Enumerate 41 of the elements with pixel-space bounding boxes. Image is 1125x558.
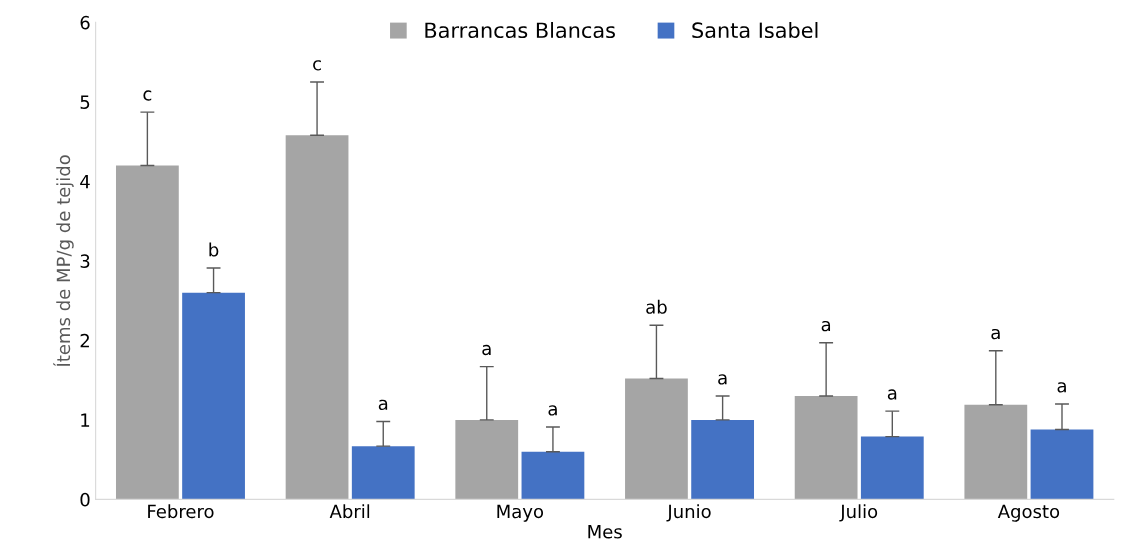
y-tick-label: 5 [80,95,90,109]
annotation: a [821,320,831,332]
legend-label: Barrancas Blancas [425,21,615,39]
x-tick-label: Junio [666,504,711,522]
annotation: a [548,405,557,416]
annotation: a [482,344,491,356]
y-tick-label: 2 [80,333,89,348]
y-tick-label: 6 [80,15,90,30]
bar [285,135,349,500]
bar [794,396,858,500]
x-tick-label: Mayo [497,504,544,522]
annotation: b [209,242,219,257]
bar [1030,429,1094,500]
x-axis-title: Mes [588,525,622,539]
annotation: a [718,374,727,385]
y-axis-title: Ítems de MP/g de tejido [53,155,74,367]
bar [625,378,688,500]
annotation: a [887,389,897,400]
bar [521,451,585,500]
y-tick-label: 4 [80,175,90,189]
bar [964,404,1028,500]
bar [455,419,519,500]
annotation: a [1057,382,1066,393]
annotation: ab [646,299,667,314]
annotation: c [313,60,321,71]
bar [860,436,924,500]
bar [691,419,755,500]
x-tick-label: Agosto [997,504,1060,522]
y-tick-label: 3 [80,254,90,268]
bar [182,292,245,500]
bar [351,446,415,500]
bar [115,165,179,500]
x-tick-label: Febrero [148,504,214,519]
legend-label: Santa Isabel [692,21,818,39]
annotation: c [143,90,152,101]
y-tick-label: 1 [81,413,90,427]
y-tick-label: 0 [80,492,90,507]
x-tick-label: Abril [329,504,370,519]
x-tick-label: Julio [839,504,878,522]
annotation: a [378,399,388,411]
annotation: a [991,328,1000,340]
